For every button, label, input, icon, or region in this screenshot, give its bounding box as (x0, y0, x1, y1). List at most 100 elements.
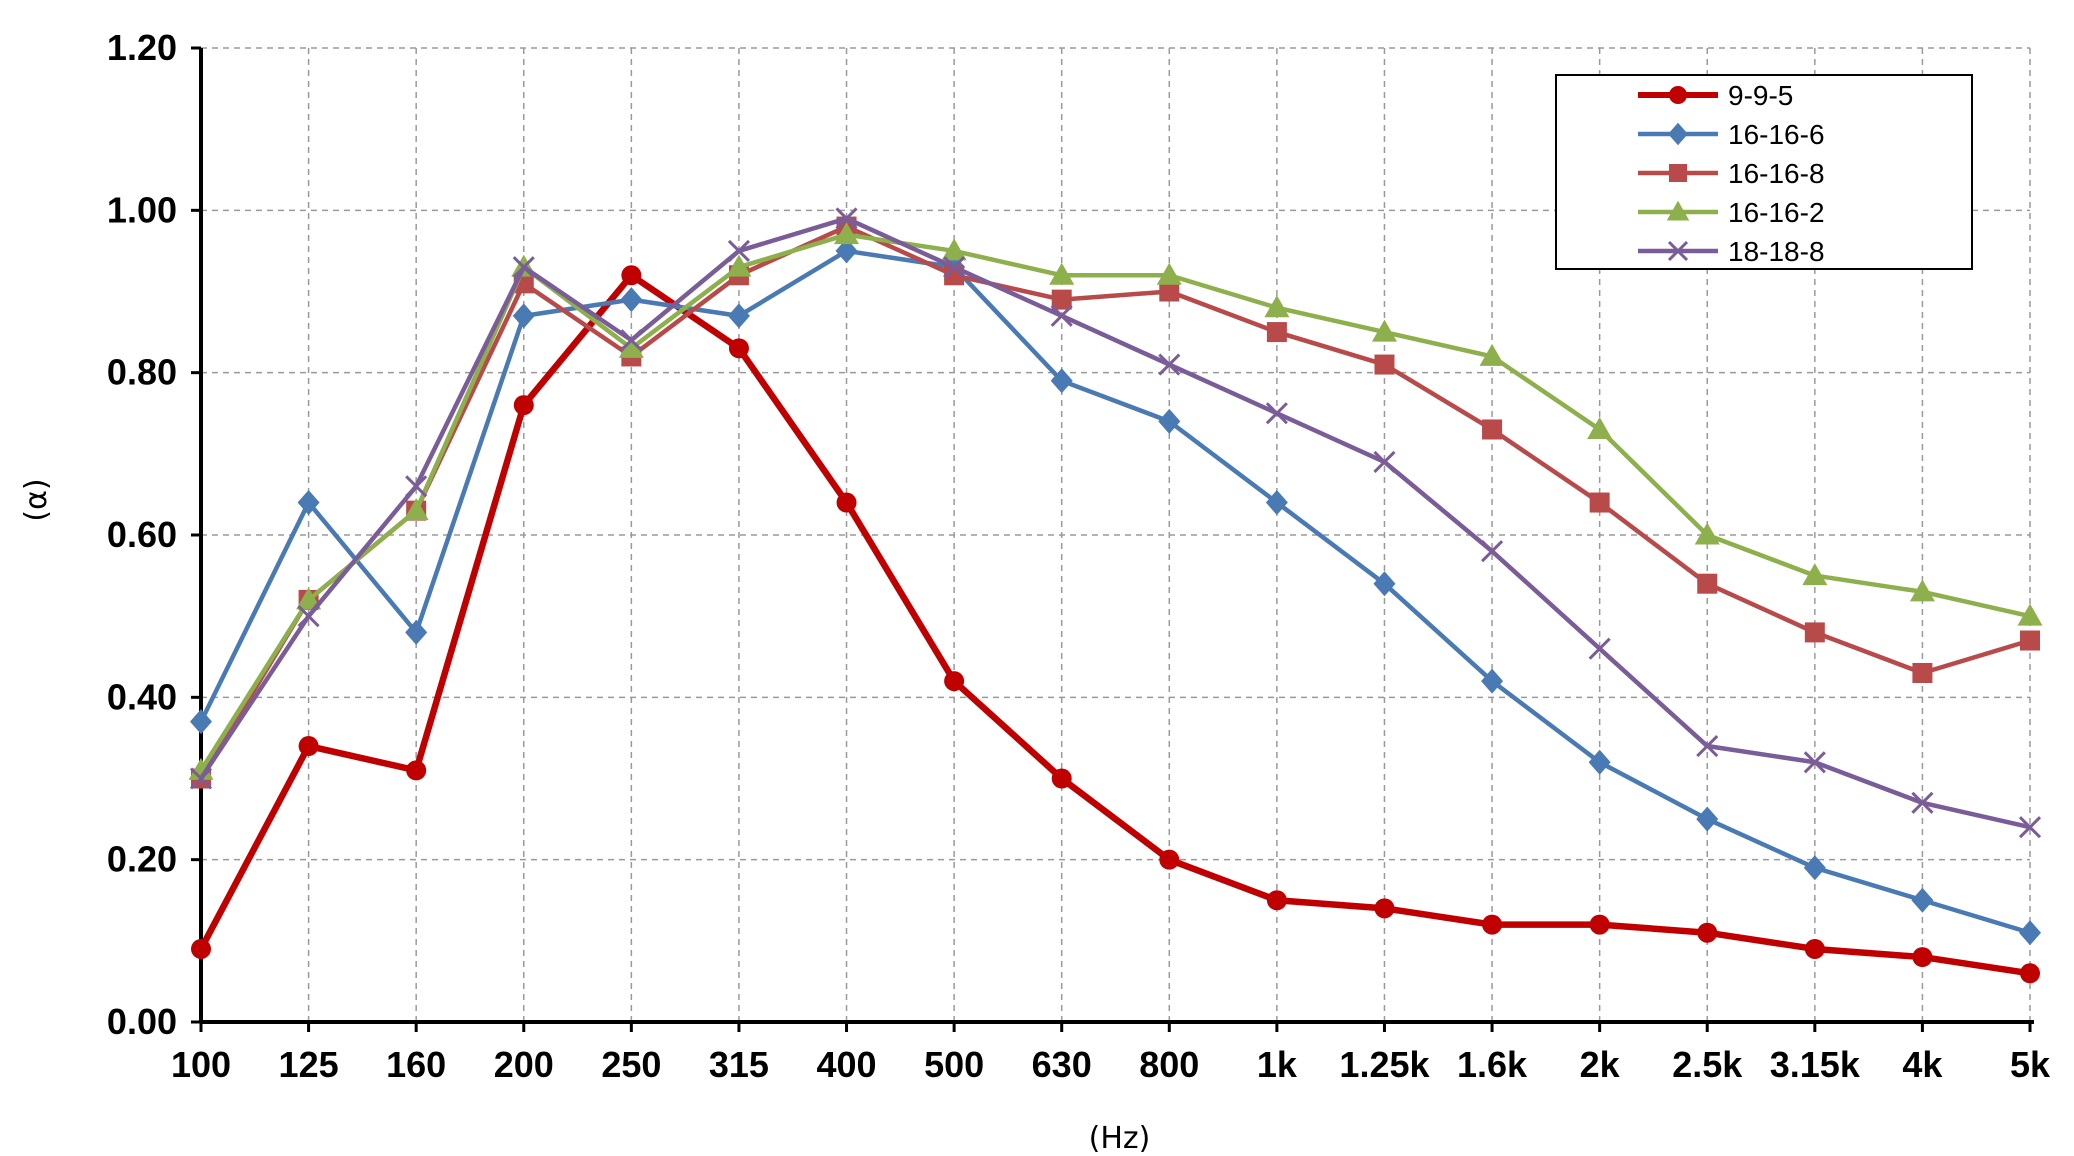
legend-item: 16-16-6 (1638, 119, 1825, 150)
data-point (298, 736, 319, 757)
series-16-16-8 (191, 216, 2040, 789)
data-point (1374, 354, 1395, 375)
x-marker-stroke (297, 605, 320, 628)
data-point (1373, 571, 1396, 597)
data-point (405, 619, 428, 645)
series-18-18-8 (189, 207, 2042, 839)
data-point (1371, 319, 1397, 342)
x-marker-stroke (1158, 353, 1181, 376)
data-point (941, 238, 967, 261)
x-marker-stroke (1588, 637, 1611, 660)
data-point (1589, 492, 1610, 513)
y-tick-label: 0.00 (107, 1001, 177, 1042)
data-point (296, 587, 322, 610)
data-point (1588, 749, 1611, 775)
data-point (834, 222, 860, 245)
series-line (199, 224, 2031, 780)
series-16-16-6 (190, 238, 2041, 946)
legend-label: 9-9-5 (1728, 80, 1793, 111)
axes (191, 46, 2034, 1032)
x-marker-stroke (1050, 304, 1073, 327)
legend-label: 18-18-8 (1728, 236, 1825, 267)
x-marker-stroke (1803, 751, 1826, 774)
data-point (1911, 791, 1934, 814)
series-group (188, 207, 2043, 984)
data-point (1264, 295, 1290, 318)
data-point (512, 303, 535, 329)
x-marker-stroke (512, 256, 535, 279)
data-point (1696, 806, 1719, 832)
x-tick-label: 800 (1139, 1044, 1199, 1085)
x-marker-stroke (405, 475, 428, 498)
data-point (513, 395, 534, 416)
data-point (1049, 262, 1075, 285)
data-point (1482, 419, 1503, 440)
legend-swatch-marker (1669, 164, 1687, 182)
x-tick-label: 2.5k (1672, 1044, 1743, 1085)
data-point (1374, 898, 1395, 919)
data-point (297, 605, 320, 628)
data-point (191, 938, 211, 959)
data-point (1804, 622, 1825, 643)
x-tick-label: 1.25k (1339, 1044, 1430, 1085)
legend-box (1555, 74, 1973, 270)
data-point (189, 767, 213, 790)
data-point (2018, 816, 2042, 839)
data-point (944, 671, 965, 692)
y-tick-label: 0.80 (107, 352, 177, 393)
data-point (1051, 768, 1072, 789)
x-tick-label: 5k (2010, 1044, 2051, 1085)
x-tick-label: 315 (709, 1044, 769, 1085)
x-tick-label: 3.15k (1770, 1044, 1861, 1085)
data-point (1589, 914, 1610, 935)
data-point (1266, 322, 1287, 343)
x-marker-stroke (1480, 540, 1504, 563)
data-point (1909, 579, 1935, 602)
data-point (1587, 416, 1613, 439)
data-point (621, 265, 642, 286)
x-marker-stroke (2018, 816, 2042, 839)
y-tick-label: 1.00 (107, 189, 177, 230)
data-point (836, 492, 857, 513)
data-point (620, 287, 643, 313)
legend-label: 16-16-6 (1728, 119, 1825, 150)
series-line (199, 216, 2031, 830)
data-point (727, 239, 751, 262)
y-tick-label: 1.20 (107, 27, 177, 68)
legend-swatch-marker (1668, 122, 1688, 146)
y-axis-label: (α) (19, 478, 54, 521)
data-point (1911, 887, 1934, 913)
x-marker-stroke (1667, 240, 1689, 262)
data-point (403, 498, 429, 521)
data-point (835, 238, 858, 264)
x-tick-label: 1k (1257, 1044, 1298, 1085)
data-point (618, 335, 644, 358)
data-point (1697, 573, 1718, 594)
x-tick-label: 2k (1580, 1044, 1621, 1085)
y-tick-label: 0.20 (107, 839, 177, 880)
data-point (1802, 563, 1828, 586)
data-point (835, 207, 858, 230)
y-tick-label: 0.40 (107, 676, 177, 717)
x-marker-stroke (189, 767, 213, 790)
x-tick-label: 200 (494, 1044, 554, 1085)
series-line (198, 272, 2031, 977)
data-point (1479, 343, 1505, 366)
x-tick-label: 100 (171, 1044, 231, 1085)
data-point (406, 760, 427, 781)
x-marker-stroke (1696, 734, 1719, 758)
data-point (1159, 281, 1180, 302)
tick-labels: 0.00 0.20 0.40 0.60 0.80 1.00 1.20 100 125 160 200… (107, 27, 2051, 1085)
data-point (1159, 849, 1180, 870)
x-marker-stroke (943, 256, 966, 279)
legend-swatch-marker (1669, 86, 1687, 104)
data-point (512, 256, 535, 279)
data-point (1051, 289, 1072, 310)
data-point (1158, 353, 1181, 376)
data-point (1912, 947, 1933, 968)
data-point (727, 303, 750, 329)
x-marker-stroke (620, 329, 643, 352)
data-point (1265, 402, 1288, 425)
data-point (1265, 490, 1288, 516)
grid (201, 47, 2031, 1022)
